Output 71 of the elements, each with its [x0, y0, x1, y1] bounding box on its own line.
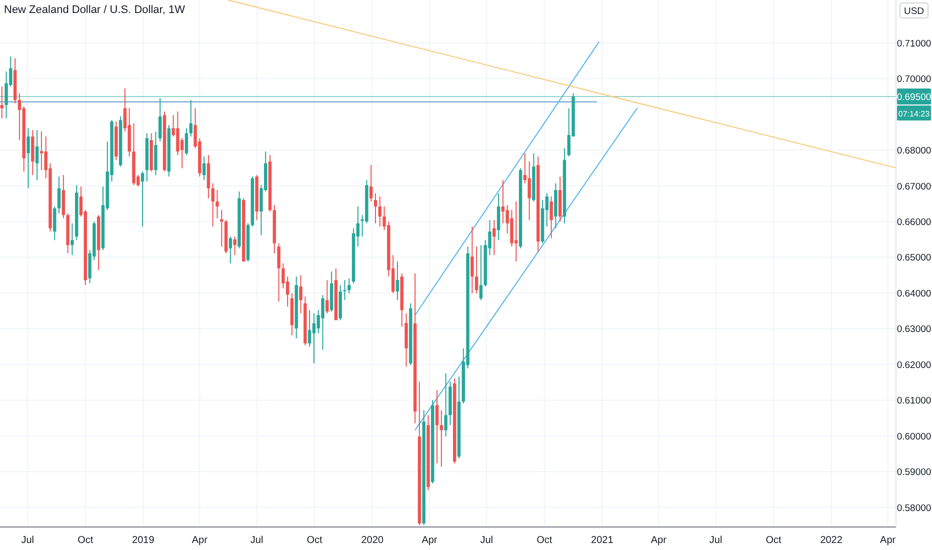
- candlestick: [474, 246, 478, 294]
- text: 07:14:23: [898, 109, 930, 118]
- candlestick: [496, 192, 500, 241]
- candlestick: [277, 242, 280, 302]
- candlestick: [550, 196, 553, 239]
- candlestick: [470, 226, 474, 294]
- x-tick-label: 2019: [132, 535, 155, 546]
- x-tick-label: Oct: [78, 535, 94, 546]
- x-tick-label: 2020: [361, 535, 384, 546]
- candlestick: [211, 182, 214, 228]
- x-tick-label: 2022: [820, 535, 843, 546]
- candlestick: [492, 220, 496, 256]
- candlestick: [57, 176, 61, 214]
- candlestick: [326, 280, 329, 314]
- candlestick: [216, 190, 219, 219]
- x-tick-label: Apr: [650, 535, 668, 546]
- candlestick: [378, 196, 382, 228]
- candlestick: [35, 130, 39, 181]
- candlestick: [479, 244, 483, 301]
- x-tick-label: Oct: [306, 535, 323, 546]
- x-tick-label: Apr: [422, 535, 438, 546]
- x-tick-label: Apr: [880, 535, 896, 546]
- candlestick: [158, 98, 162, 142]
- x-tick-label: Jul: [21, 535, 34, 546]
- candlestick: [228, 236, 232, 264]
- candlestick: [299, 274, 302, 314]
- candlestick: [184, 128, 188, 156]
- y-tick-label: 0.60000: [896, 431, 932, 442]
- y-tick-label: 0.63000: [896, 324, 932, 336]
- candlestick: [53, 206, 56, 241]
- y-tick-label: 0.70000: [896, 74, 932, 86]
- candlestick: [435, 390, 439, 464]
- x-tick-label: 2021: [591, 535, 614, 546]
- candlestick: [444, 372, 448, 438]
- candlestick: [528, 160, 531, 221]
- candlestick: [440, 410, 444, 468]
- y-tick-label: 0.59000: [896, 467, 932, 478]
- candlestick: [308, 310, 312, 348]
- y-tick-label: 0.66000: [896, 217, 932, 228]
- y-tick-label: 0.67000: [896, 181, 932, 192]
- candlestick: [140, 171, 144, 228]
- candlestick: [40, 130, 44, 171]
- candlestick: [0, 86, 4, 119]
- candlestick: [369, 164, 373, 202]
- candlestick: [348, 278, 351, 294]
- y-tick-label: 0.61000: [896, 396, 932, 407]
- y-tick-label: 0.65000: [896, 252, 932, 264]
- x-tick-label: Jul: [480, 535, 494, 546]
- candlestick: [202, 156, 206, 181]
- candlestick: [26, 128, 30, 189]
- chart-title: New Zealand Dollar / U.S. Dollar, 1W: [4, 4, 186, 16]
- x-tick-label: Jul: [709, 535, 722, 546]
- y-tick-label: 0.62000: [896, 360, 932, 371]
- y-tick-label: 0.58000: [896, 502, 932, 514]
- candlestick: [70, 222, 74, 256]
- candlestick: [501, 180, 505, 224]
- x-tick-label: Oct: [536, 535, 552, 546]
- candlestick: [189, 100, 192, 137]
- candlestick: [374, 192, 378, 224]
- text: USD: [904, 6, 924, 17]
- y-tick-label: 0.64000: [896, 288, 932, 300]
- y-tick-label: 0.68000: [896, 146, 932, 157]
- x-tick-label: Apr: [192, 535, 208, 546]
- x-tick-label: Oct: [766, 535, 782, 546]
- x-tick-label: Jul: [250, 535, 264, 546]
- candlestick: [233, 236, 236, 256]
- candlestick: [312, 312, 316, 364]
- ref-line-label: 0.69500: [896, 92, 932, 103]
- y-tick-label: 0.71000: [896, 38, 932, 50]
- candlestick: [396, 261, 400, 301]
- candlestick: [343, 280, 346, 301]
